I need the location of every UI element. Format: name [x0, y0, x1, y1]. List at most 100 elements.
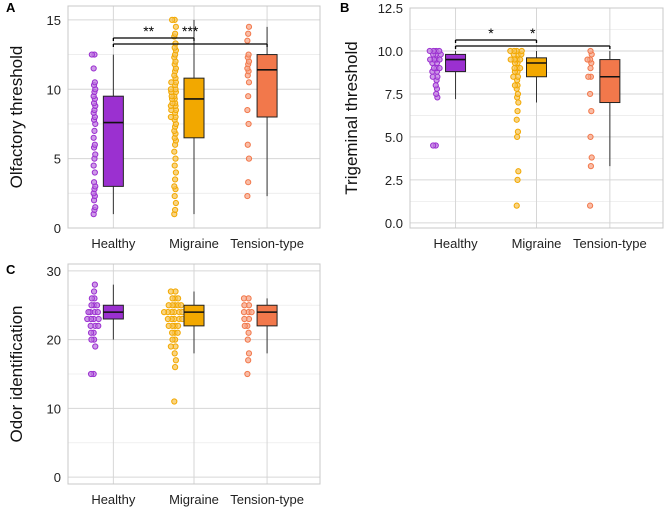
data-point — [436, 47, 443, 55]
data-point — [172, 364, 179, 371]
data-point — [514, 133, 521, 141]
panel-label-a: A — [6, 0, 16, 15]
box-tension-type — [599, 59, 621, 104]
data-point — [91, 79, 98, 86]
data-point — [171, 350, 178, 357]
data-point — [248, 309, 255, 316]
data-point — [517, 56, 524, 63]
significance-label: *** — [182, 23, 199, 39]
x-tick-label: Migraine — [512, 236, 562, 251]
data-point — [514, 128, 522, 135]
x-tick-label: Tension-type — [573, 236, 647, 251]
data-point — [165, 322, 172, 329]
data-point — [94, 309, 101, 316]
data-point — [587, 133, 594, 141]
x-tick-label: Tension-type — [230, 492, 304, 507]
data-point — [84, 315, 91, 323]
data-point — [167, 86, 174, 93]
data-point — [430, 65, 438, 72]
data-point — [95, 322, 102, 329]
data-point — [241, 315, 248, 323]
data-point — [172, 357, 179, 364]
data-point — [511, 65, 518, 72]
data-point — [88, 336, 95, 343]
data-point — [436, 65, 443, 72]
data-point — [245, 23, 253, 30]
box-healthy — [445, 53, 467, 73]
data-point — [513, 116, 520, 123]
data-point — [171, 183, 178, 190]
box-migraine — [526, 57, 547, 78]
x-tick-label: Tension-type — [230, 236, 304, 251]
box-tension-type — [256, 304, 278, 327]
data-point — [240, 309, 248, 316]
data-point — [241, 322, 248, 329]
y-tick-label: 10 — [47, 401, 61, 416]
data-point — [167, 288, 174, 295]
data-point — [245, 329, 252, 336]
data-point — [588, 108, 595, 115]
data-point — [426, 47, 433, 55]
x-tick-label: Healthy — [91, 236, 136, 251]
data-point — [515, 99, 522, 106]
data-point — [584, 56, 591, 63]
data-point — [436, 56, 443, 63]
data-point — [92, 204, 99, 211]
data-point — [429, 73, 436, 80]
panel-c: C 0 10 20 30 Odor identification Healthy Migrai… — [6, 262, 321, 507]
data-point — [167, 343, 174, 350]
data-point — [178, 302, 185, 309]
y-tick-label: 2.5 — [385, 173, 403, 188]
y-axis-title-a: Olfactory threshold — [7, 46, 26, 189]
data-point — [432, 82, 439, 89]
data-point — [91, 169, 98, 176]
box-migraine — [183, 77, 205, 139]
significance-label: ** — [143, 23, 154, 39]
data-point — [172, 23, 179, 30]
data-point — [433, 90, 440, 98]
data-point — [513, 202, 520, 209]
data-point — [244, 192, 251, 200]
data-point — [586, 202, 594, 209]
data-point — [517, 65, 524, 72]
data-point — [245, 120, 252, 128]
significance-label: * — [488, 25, 494, 41]
data-point — [245, 79, 253, 86]
y-tick-label: 5.0 — [385, 130, 403, 145]
data-point — [587, 163, 594, 170]
data-point — [172, 169, 179, 176]
data-point — [515, 168, 522, 175]
data-point — [585, 73, 592, 80]
y-tick-label: 0 — [54, 470, 61, 485]
data-point — [91, 127, 98, 134]
data-point — [244, 370, 251, 378]
data-point — [92, 151, 99, 158]
data-point — [514, 176, 521, 183]
data-point — [240, 295, 248, 302]
data-point — [93, 302, 101, 309]
x-tick-label: Migraine — [169, 236, 219, 251]
y-tick-label: 10.0 — [378, 44, 403, 59]
y-tick-label: 0.0 — [385, 216, 403, 231]
x-tick-label: Healthy — [434, 236, 479, 251]
data-point — [169, 16, 176, 23]
data-point — [90, 288, 98, 295]
data-point — [245, 350, 253, 357]
data-point — [90, 179, 98, 186]
box-healthy — [102, 95, 124, 187]
data-point — [587, 65, 594, 72]
y-tick-label: 10 — [47, 82, 61, 97]
data-point — [588, 154, 595, 161]
data-point — [245, 179, 252, 186]
data-point — [165, 302, 172, 309]
data-point — [88, 295, 95, 302]
data-point — [586, 90, 594, 98]
data-point — [244, 141, 251, 148]
data-point — [510, 73, 517, 80]
data-point — [92, 343, 99, 350]
data-point — [507, 47, 514, 55]
data-point — [95, 315, 102, 323]
data-point — [587, 47, 594, 55]
panel-b: B 0.0 2.5 5.0 7.5 10.0 12.5 Trigeminal threshol… — [340, 0, 664, 251]
data-point — [518, 47, 525, 55]
